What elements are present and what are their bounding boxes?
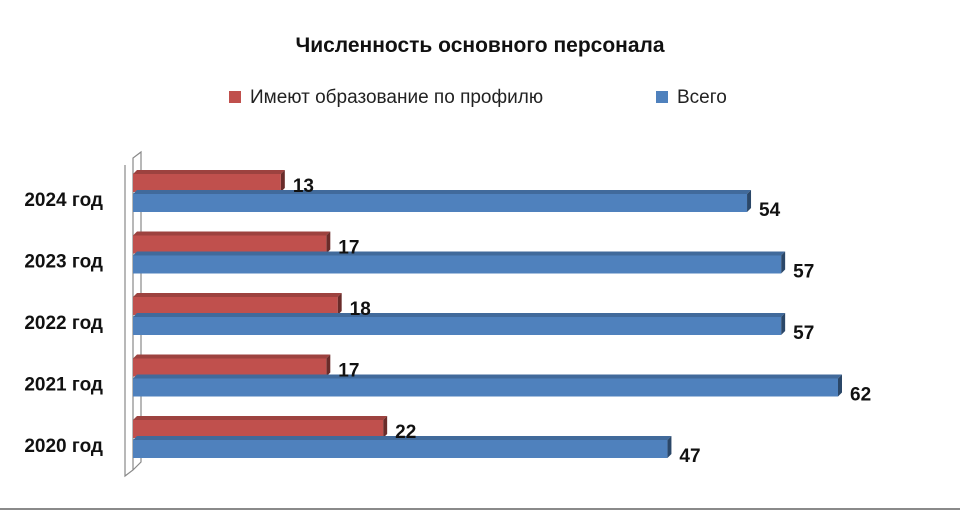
- bar-profile: [133, 416, 388, 438]
- value-label: 17: [338, 361, 359, 382]
- bar-front-face: [133, 174, 281, 192]
- bar-profile: [133, 170, 285, 192]
- bar-front-face: [133, 235, 327, 254]
- bar-top-face: [133, 293, 342, 297]
- bar-end-face: [383, 416, 388, 438]
- bar-total: [133, 313, 786, 335]
- bar-front-face: [133, 358, 327, 377]
- category-axis: [124, 150, 142, 478]
- bar-end-face: [326, 231, 331, 254]
- value-label: 47: [679, 446, 700, 467]
- bar-top-face: [133, 436, 672, 440]
- value-label: 18: [350, 299, 371, 320]
- bar-end-face: [838, 374, 842, 397]
- bar-top-face: [133, 170, 285, 174]
- bar-front-face: [133, 378, 838, 397]
- legend: Имеют образование по профилю Всего: [229, 87, 727, 108]
- value-label: 62: [850, 385, 871, 406]
- bar-end-face: [781, 313, 786, 335]
- category-label: 2021 год: [24, 375, 103, 396]
- bar-top-face: [133, 251, 786, 256]
- value-label: 54: [759, 200, 781, 221]
- axis-wall: [124, 150, 142, 478]
- bar-top-face: [133, 374, 842, 379]
- bar-front-face: [133, 255, 782, 274]
- bar-front-face: [133, 420, 384, 438]
- category-label: 2022 год: [24, 313, 103, 334]
- bar-total: [133, 251, 786, 274]
- chart-title: Численность основного персонала: [295, 34, 664, 57]
- bar-total: [133, 436, 672, 458]
- bar-total: [133, 374, 842, 397]
- bar-total: [133, 190, 752, 212]
- bar-profile: [133, 231, 331, 254]
- category-label: 2023 год: [24, 252, 103, 273]
- bar-front-face: [133, 440, 668, 458]
- bottom-border: [0, 508, 960, 510]
- bar-front-face: [133, 297, 338, 315]
- category-label: 2020 год: [24, 436, 103, 457]
- value-label: 57: [793, 323, 814, 344]
- bar-top-face: [133, 313, 786, 317]
- bar-end-face: [667, 436, 672, 458]
- bars-group: [133, 170, 842, 458]
- bar-end-face: [781, 251, 786, 274]
- bar-front-face: [133, 194, 748, 212]
- bar-end-face: [747, 190, 752, 212]
- legend-swatch-1: [229, 91, 241, 103]
- bar-end-face: [280, 170, 285, 192]
- bar-profile: [133, 354, 331, 377]
- value-label: 57: [793, 262, 814, 283]
- bar-end-face: [337, 293, 342, 315]
- bar-top-face: [133, 231, 331, 236]
- value-label: 17: [338, 238, 359, 259]
- legend-label-1: Имеют образование по профилю: [250, 87, 543, 108]
- labels-group: 2024 год 13 54 2023 год 17 57 2022 год 18 57 2021…: [24, 176, 871, 467]
- legend-swatch-2: [656, 91, 668, 103]
- bar-end-face: [326, 354, 331, 377]
- bar-top-face: [133, 190, 752, 194]
- category-label: 2024 год: [24, 190, 103, 211]
- bar-front-face: [133, 317, 782, 335]
- value-label: 13: [293, 176, 314, 197]
- value-label: 22: [395, 422, 416, 443]
- bar-top-face: [133, 416, 388, 420]
- bar-top-face: [133, 354, 331, 359]
- bar-profile: [133, 293, 342, 315]
- legend-label-2: Всего: [677, 87, 727, 108]
